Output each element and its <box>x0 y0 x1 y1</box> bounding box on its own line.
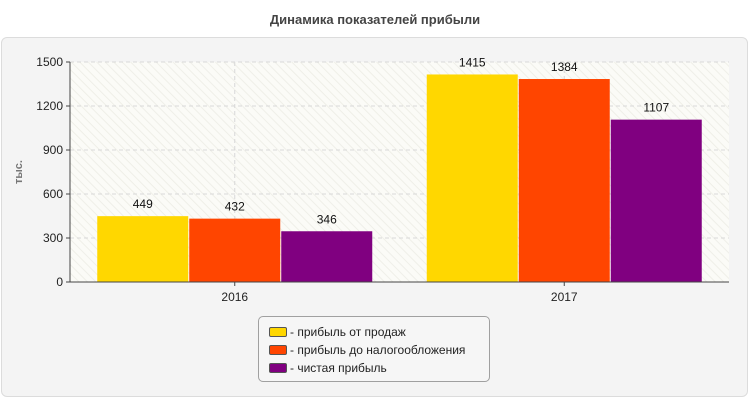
y-tick-label: 600 <box>43 187 63 201</box>
legend-label: - чистая прибыль <box>290 361 387 375</box>
y-tick-label: 900 <box>43 143 63 157</box>
bar <box>281 231 373 282</box>
y-tick-label: 300 <box>43 231 63 245</box>
bar-value-label: 432 <box>225 200 245 214</box>
y-tick-label: 1500 <box>36 55 63 69</box>
y-axis-label: тыс. <box>13 160 25 184</box>
bar <box>610 119 702 282</box>
legend: - прибыль от продаж - прибыль до налогооб… <box>258 316 490 382</box>
legend-item: - чистая прибыль <box>269 359 489 377</box>
legend-swatch <box>269 327 287 337</box>
bar <box>426 74 518 282</box>
legend-label: - прибыль от продаж <box>290 325 406 339</box>
bar-value-label: 1415 <box>459 55 486 69</box>
bar-value-label: 1107 <box>643 101 669 115</box>
bar-value-label: 1384 <box>551 60 578 74</box>
y-tick-label: 0 <box>56 275 63 289</box>
bar-value-label: 449 <box>133 197 153 211</box>
legend-swatch <box>269 345 287 355</box>
legend-swatch <box>269 363 287 373</box>
legend-label: - прибыль до налогообложения <box>290 343 466 357</box>
bar <box>97 216 189 282</box>
bar <box>189 218 281 282</box>
x-tick-label: 2017 <box>551 290 578 304</box>
bar-value-label: 346 <box>317 212 337 226</box>
legend-item: - прибыль от продаж <box>269 323 489 341</box>
bar <box>518 79 610 282</box>
y-tick-label: 1200 <box>36 99 63 113</box>
legend-item: - прибыль до налогообложения <box>269 341 489 359</box>
x-tick-label: 2016 <box>221 290 248 304</box>
chart-title: Динамика показателей прибыли <box>269 12 481 27</box>
